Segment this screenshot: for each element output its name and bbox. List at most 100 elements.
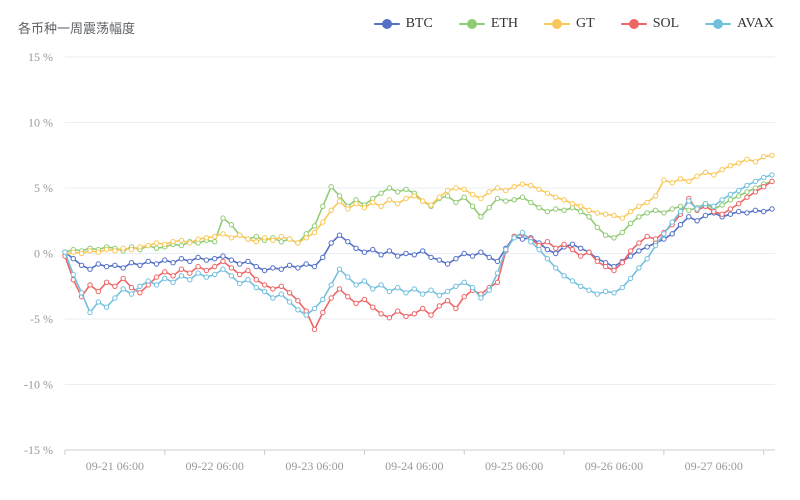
data-point [311, 223, 318, 229]
data-point [112, 283, 118, 289]
data-point [769, 152, 775, 159]
legend-item-btc[interactable]: BTC [373, 16, 433, 32]
data-point [586, 207, 592, 214]
data-point [511, 184, 517, 190]
data-point [195, 263, 201, 270]
data-point [719, 197, 725, 203]
data-point [203, 257, 210, 263]
data-point [361, 278, 368, 284]
legend-item-gt[interactable]: GT [544, 16, 595, 32]
data-point [761, 153, 767, 160]
legend-item-avax[interactable]: AVAX [705, 16, 774, 32]
data-point [162, 241, 168, 248]
data-point [594, 291, 600, 297]
data-point [686, 178, 692, 185]
data-point [336, 232, 343, 238]
data-point [444, 261, 451, 267]
data-point [486, 254, 492, 261]
data-point [553, 206, 559, 212]
data-point [178, 242, 185, 249]
data-point [378, 252, 384, 258]
data-point [428, 254, 434, 261]
data-point [469, 191, 476, 198]
data-point [627, 253, 634, 259]
data-point [386, 248, 393, 254]
data-point [686, 214, 692, 220]
data-point [727, 163, 734, 169]
data-point [536, 205, 542, 211]
data-point [212, 256, 218, 262]
data-point [602, 263, 609, 270]
data-point [711, 172, 717, 178]
data-point [237, 261, 243, 267]
data-point [137, 283, 143, 289]
data-point [744, 194, 750, 200]
data-point [103, 279, 110, 285]
data-point [128, 246, 135, 253]
chart-legend: BTC ETH GT SOL AVAX [373, 16, 774, 32]
data-point [686, 207, 692, 214]
data-point [386, 288, 393, 295]
data-point [370, 199, 376, 206]
data-point [528, 199, 534, 206]
data-point [153, 261, 160, 267]
y-axis-label: -10 % [24, 378, 53, 392]
x-axis-label: 09-21 06:00 [86, 459, 144, 473]
data-point [303, 235, 309, 241]
data-point [311, 305, 318, 312]
data-point [719, 167, 725, 173]
data-point [736, 201, 742, 207]
legend-item-sol[interactable]: SOL [620, 16, 679, 32]
data-point [286, 299, 293, 305]
data-point [677, 203, 684, 210]
data-point [636, 265, 642, 271]
data-point [519, 194, 526, 200]
data-point [494, 185, 501, 191]
data-point [228, 273, 235, 279]
data-point [403, 313, 409, 320]
data-point [544, 190, 551, 196]
data-point [386, 185, 393, 191]
data-point [428, 312, 434, 318]
data-point [162, 269, 168, 275]
data-point [636, 214, 642, 220]
data-point [212, 271, 218, 278]
line-circle-icon [544, 18, 571, 30]
data-point [270, 237, 276, 244]
data-point [561, 273, 567, 279]
data-point [95, 299, 102, 305]
data-point [395, 201, 401, 207]
data-point [744, 182, 750, 189]
data-point [386, 197, 393, 203]
data-point [619, 260, 625, 266]
data-point [153, 282, 160, 288]
data-point [286, 290, 293, 296]
data-point [719, 202, 725, 208]
data-point [187, 240, 193, 246]
data-point [403, 186, 409, 193]
data-point [486, 189, 492, 195]
data-point [602, 211, 609, 217]
data-point [627, 248, 634, 254]
data-point [711, 203, 717, 210]
data-point [253, 239, 259, 245]
data-point [336, 193, 343, 199]
legend-item-eth[interactable]: ETH [458, 16, 518, 32]
data-point [328, 295, 334, 301]
data-point [378, 282, 384, 288]
legend-label: BTC [405, 16, 433, 31]
data-point [395, 253, 401, 259]
data-point [87, 282, 93, 288]
data-point [162, 275, 168, 282]
data-point [270, 286, 276, 292]
data-point [761, 174, 767, 181]
data-point [420, 291, 426, 297]
data-point [378, 203, 384, 210]
data-point [345, 206, 351, 212]
data-point [128, 291, 135, 297]
data-point [752, 189, 759, 195]
data-point [286, 262, 293, 268]
data-point [636, 248, 642, 254]
y-axis-label: 15 % [28, 50, 53, 64]
